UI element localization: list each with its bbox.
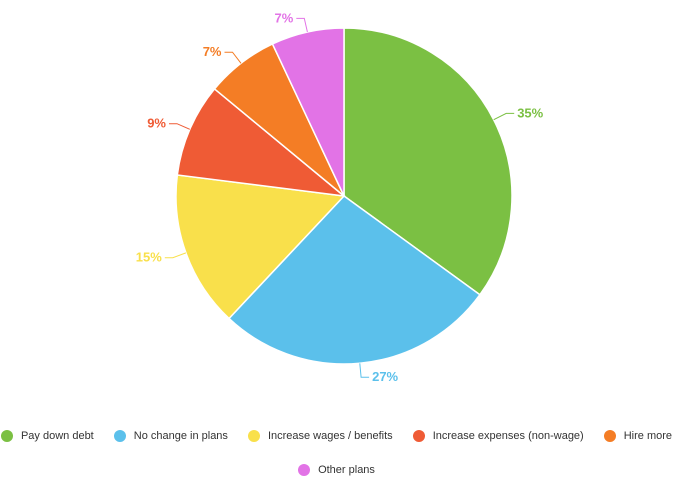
leader-line-3 [169, 123, 191, 130]
slice-label-5: 7% [275, 10, 294, 25]
leader-line-4 [224, 51, 242, 64]
legend-item-1: No change in plans [113, 430, 228, 442]
legend-item-5: Other plans [298, 464, 375, 476]
pie-slice-1 [227, 195, 481, 365]
legend-swatch [113, 430, 126, 442]
legend-item-2: Increase wages / benefits [247, 430, 393, 442]
slice-label-2: 15% [136, 250, 162, 265]
pie-slice-2 [175, 174, 346, 320]
leader-line-1 [359, 363, 370, 378]
legend-swatch [0, 430, 13, 442]
slice-label-3: 9% [147, 116, 166, 131]
legend-swatch [603, 430, 616, 442]
legend-label: Other plans [318, 464, 375, 476]
legend-label: Increase expenses (non-wage) [432, 430, 584, 442]
legend-item-4: Hire more [603, 430, 673, 442]
chart-legend: Pay down debt No change in plans Increase … [0, 425, 673, 493]
legend-swatch [412, 430, 425, 442]
pie-chart: 35% 27% 15% 9% 7% 7% [136, 10, 544, 384]
leader-line-2 [164, 252, 187, 259]
pie-slices [175, 27, 513, 365]
pie-slice-3 [176, 87, 347, 198]
pie-slice-0 [343, 27, 513, 296]
legend-swatch [298, 464, 311, 476]
legend-row: Pay down debt No change in plans Increase … [0, 425, 673, 447]
leader-line-5 [296, 17, 308, 33]
label-leader-lines [164, 17, 515, 378]
slice-value-labels: 35% 27% 15% 9% 7% 7% [136, 10, 544, 384]
legend-label: Hire more [623, 430, 673, 442]
legend-item-3: Increase expenses (non-wage) [412, 430, 584, 442]
legend-label: No change in plans [133, 430, 228, 442]
legend-label: Pay down debt [20, 430, 94, 442]
leader-line-0 [493, 112, 515, 121]
legend-row: Other plans [0, 459, 673, 481]
pie-slice-5 [271, 27, 345, 197]
slice-label-0: 35% [517, 105, 543, 120]
slice-label-1: 27% [372, 369, 398, 384]
legend-label: Increase wages / benefits [267, 430, 393, 442]
legend-item-0: Pay down debt [0, 430, 94, 442]
legend-swatch [247, 430, 260, 442]
slice-label-4: 7% [203, 44, 222, 59]
